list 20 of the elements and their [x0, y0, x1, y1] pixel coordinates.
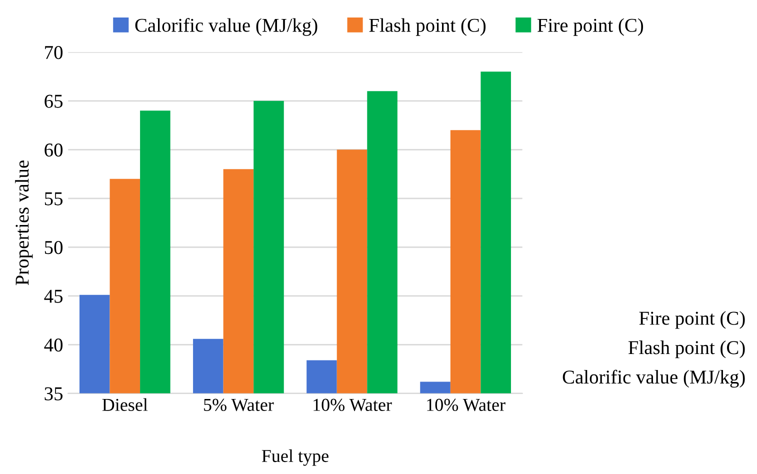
legend-label: Flash point (C) — [369, 18, 486, 36]
text: Flash point (C) — [628, 340, 745, 358]
y-tick-label: 70 — [45, 46, 63, 60]
y-tick-label: 35 — [44, 387, 63, 400]
y-tick-label: 45 — [44, 290, 63, 303]
x-tick-label: Diesel — [102, 398, 148, 411]
x-tick-label: 10% Water — [427, 398, 506, 412]
y-tick-label: 50 — [44, 240, 63, 254]
y-tick-label: 60 — [44, 143, 63, 157]
x-tick-label: 10% Water — [314, 398, 392, 412]
text: Fire point (C) — [639, 311, 745, 329]
text: Calorific value (MJ/kg) — [562, 370, 745, 388]
x-tick-label: 5% Water — [204, 398, 274, 412]
y-axis-title: Properties value — [15, 160, 33, 286]
legend-label: Fire point (C) — [538, 18, 644, 36]
y-tick-label: 40 — [44, 338, 63, 352]
legend-label: Calorific value (MJ/kg) — [135, 18, 318, 36]
y-tick-label: 65 — [44, 94, 63, 108]
x-axis-title: Fuel type — [262, 449, 328, 466]
y-tick-label: 55 — [44, 192, 63, 206]
